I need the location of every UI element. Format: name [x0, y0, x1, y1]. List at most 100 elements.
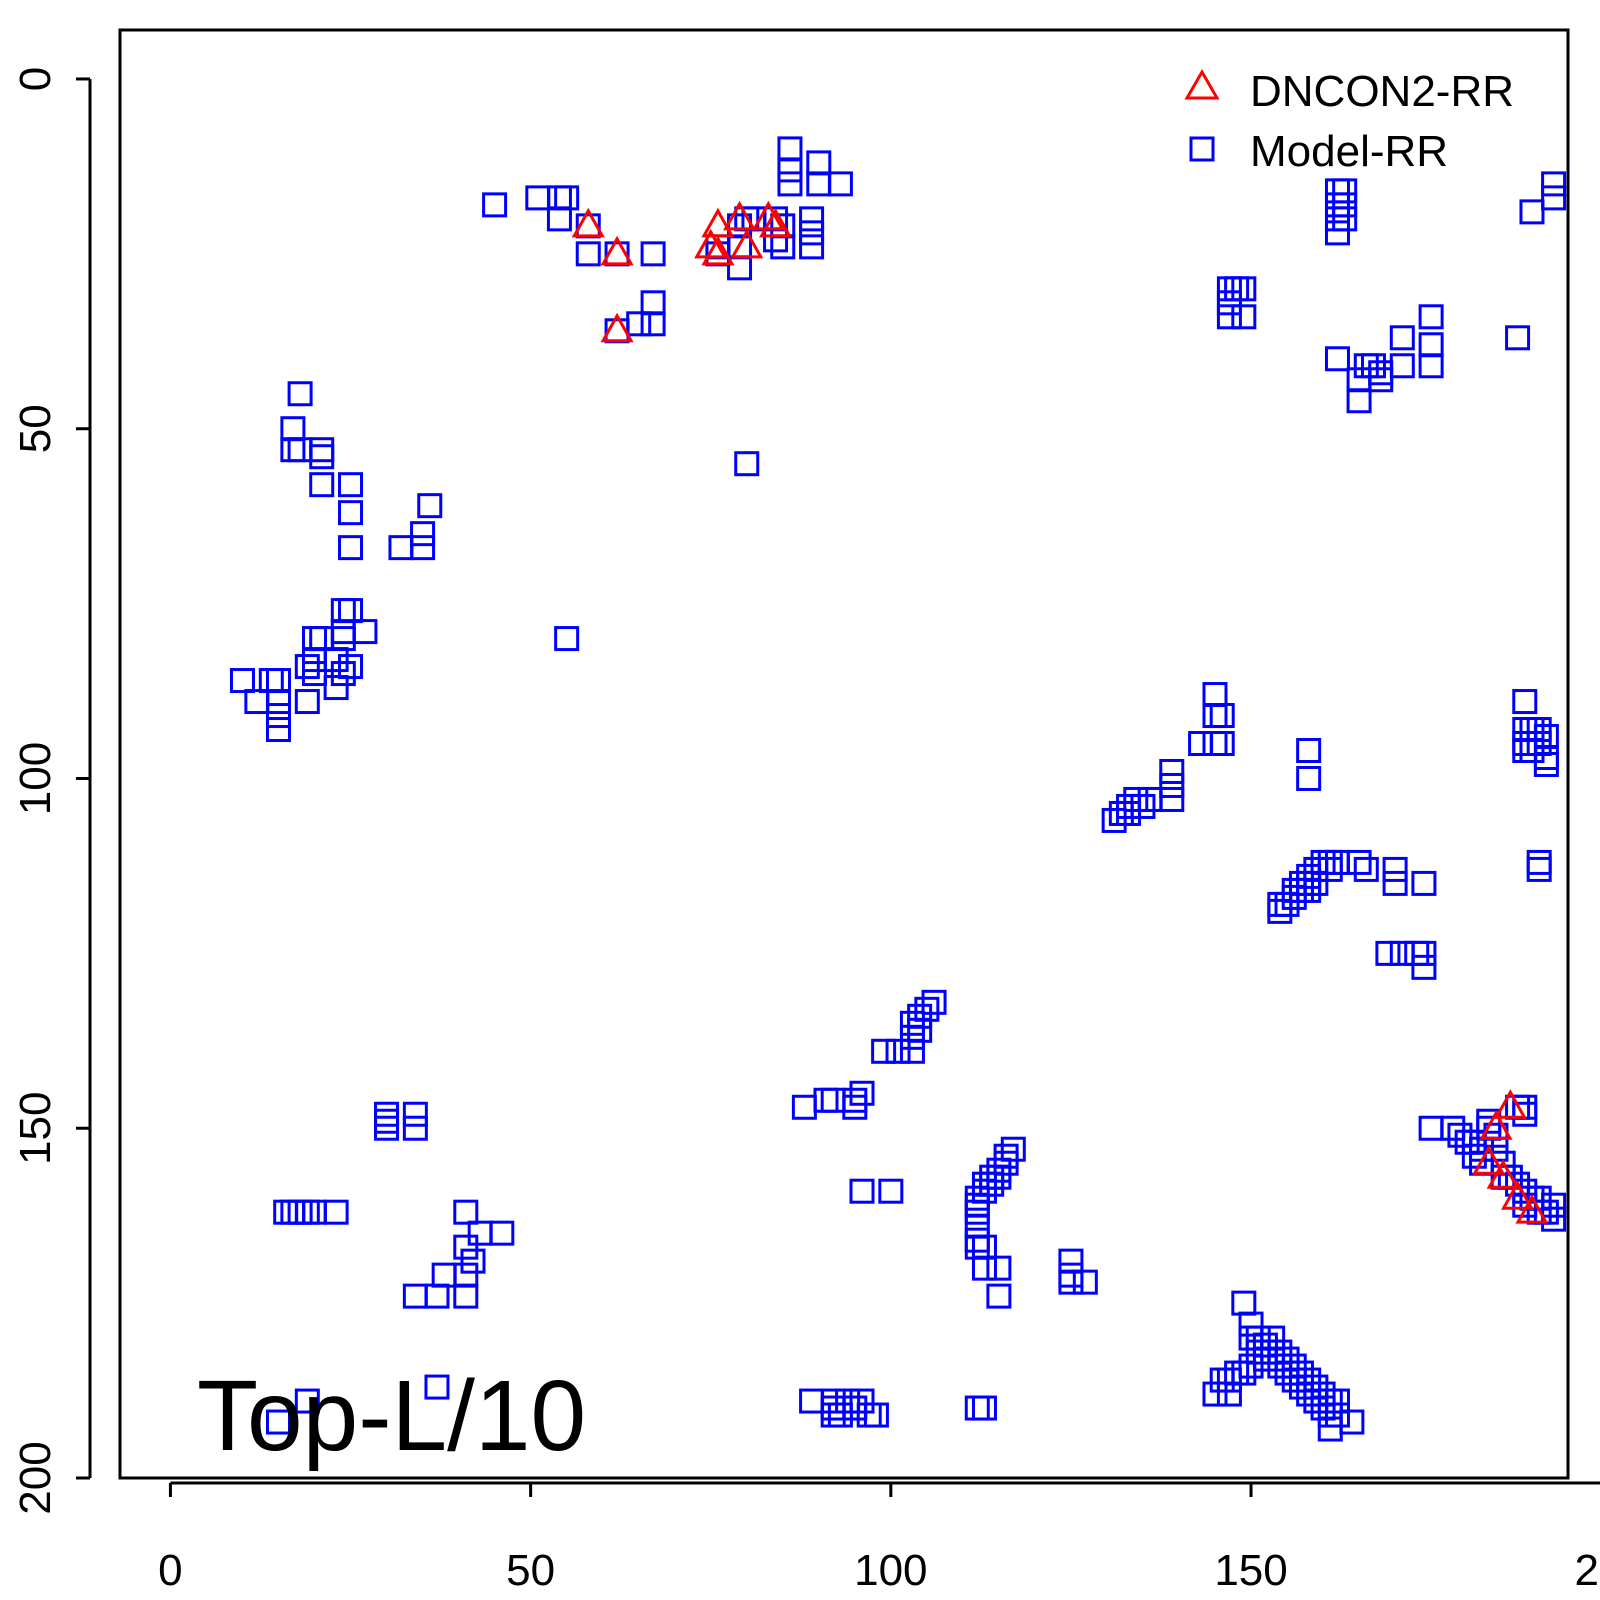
model-rr-point: [1058, 1262, 1084, 1288]
y-axis: 0 50 100 150 200: [11, 67, 92, 1515]
model-rr-point: [1267, 1339, 1293, 1365]
model-rr-point: [1288, 870, 1314, 896]
legend-triangle-marker: [1184, 68, 1220, 100]
model-rr-point: [1274, 1360, 1300, 1386]
model-rr-point: [1108, 800, 1134, 826]
model-rr-point: [287, 1199, 313, 1225]
model-rr-point: [467, 1220, 493, 1246]
model-rr-point: [1389, 353, 1415, 379]
model-rr-point: [640, 311, 666, 337]
model-rr-point: [1209, 1367, 1235, 1393]
model-rr-point: [1519, 199, 1545, 225]
model-rr-point: [323, 1199, 349, 1225]
model-rr-point: [1252, 1346, 1278, 1372]
model-rr-point: [971, 1171, 997, 1197]
model-rr-point: [1324, 220, 1350, 246]
model-rr-point: [1310, 849, 1336, 875]
model-rr-point: [827, 171, 853, 197]
model-rr-point: [309, 472, 335, 498]
model-rr-point: [1346, 388, 1372, 414]
model-rr-point: [1159, 786, 1185, 812]
model-rr-point: [265, 1409, 291, 1435]
model-rr-point: [1541, 185, 1567, 211]
model-rr-point: [1512, 1101, 1538, 1127]
model-rr-point: [1418, 332, 1444, 358]
model-rr-point: [820, 1388, 846, 1414]
model-rr-point: [1209, 703, 1235, 729]
dncon2-rr-point: [600, 312, 634, 343]
model-rr-point: [1260, 1325, 1286, 1351]
model-rr-point: [1260, 1339, 1286, 1365]
model-rr-point: [1137, 786, 1163, 812]
model-rr-point: [309, 626, 335, 652]
model-rr-point: [806, 150, 832, 176]
model-rr-point: [820, 1087, 846, 1113]
model-rr-point: [1505, 325, 1531, 351]
model-rr-point: [431, 1262, 457, 1288]
y-tick-label: 50: [11, 404, 60, 453]
model-rr-point: [1512, 738, 1538, 764]
model-rr-point: [964, 1199, 990, 1225]
dncon2-rr-point: [701, 235, 735, 266]
model-rr-point: [1281, 884, 1307, 910]
model-rr-point: [986, 1255, 1012, 1281]
dncon2-rr-point: [1501, 1180, 1535, 1210]
model-rr-point: [1101, 807, 1127, 833]
model-rr-point: [1231, 276, 1257, 302]
model-rr-point: [1216, 290, 1242, 316]
model-rr-point: [1231, 304, 1257, 330]
model-rr-point: [806, 171, 832, 197]
model-rr-point: [842, 1395, 868, 1421]
model-rr-point: [374, 1101, 400, 1127]
model-rr-point: [1231, 1360, 1257, 1386]
model-rr-point: [1130, 793, 1156, 819]
model-rr-point: [1296, 863, 1322, 889]
model-rr-point: [1310, 1395, 1336, 1421]
model-rr-point: [1288, 877, 1314, 903]
model-rr-point: [302, 647, 328, 673]
model-rr-point: [799, 1388, 825, 1414]
model-rr-point: [1360, 353, 1386, 379]
model-rr-point: [1216, 276, 1242, 302]
model-rr-point: [849, 1178, 875, 1204]
model-rr-point: [1418, 304, 1444, 330]
x-tick-label: 150: [1214, 1546, 1287, 1595]
model-rr-point: [1123, 786, 1149, 812]
model-rr-point: [265, 717, 291, 743]
model-rr-point: [1461, 1143, 1487, 1169]
model-rr-point: [921, 989, 947, 1015]
model-rr-point: [1418, 353, 1444, 379]
model-rr-point: [1000, 1136, 1026, 1162]
model-rr-point: [1332, 192, 1358, 218]
dncon2-rr-point: [751, 200, 785, 231]
model-rr-point: [402, 1283, 428, 1309]
model-rr-point: [1324, 849, 1350, 875]
model-rr-point: [1274, 891, 1300, 917]
model-rr-point: [280, 416, 306, 442]
model-rr-point: [1245, 1325, 1271, 1351]
model-rr-point: [986, 1157, 1012, 1183]
y-tick-label: 150: [11, 1092, 60, 1165]
model-rr-point: [330, 626, 356, 652]
model-rr-point: [338, 472, 364, 498]
model-rr-point: [453, 1283, 479, 1309]
model-rr-point: [402, 1115, 428, 1141]
model-rr-point: [294, 689, 320, 715]
model-rr-point: [1296, 765, 1322, 791]
dncon2-rr-point: [1472, 1145, 1506, 1175]
model-rr-point: [1353, 353, 1379, 379]
model-rr-point: [1541, 1192, 1567, 1218]
model-rr-point: [1296, 1381, 1322, 1407]
x-axis: 0 50 100 150 200: [158, 1481, 1600, 1595]
model-rr-point: [1317, 1402, 1343, 1428]
model-rr-point: [1375, 940, 1401, 966]
model-rr-point: [1296, 877, 1322, 903]
model-rr-point: [1159, 772, 1185, 798]
model-rr-point: [1058, 1248, 1084, 1274]
model-rr-point: [1209, 731, 1235, 757]
model-rr-point: [820, 1395, 846, 1421]
model-rr-point: [907, 1017, 933, 1043]
model-rr-point: [265, 668, 291, 694]
model-rr-point: [1324, 1402, 1350, 1428]
model-rr-point: [971, 1234, 997, 1260]
